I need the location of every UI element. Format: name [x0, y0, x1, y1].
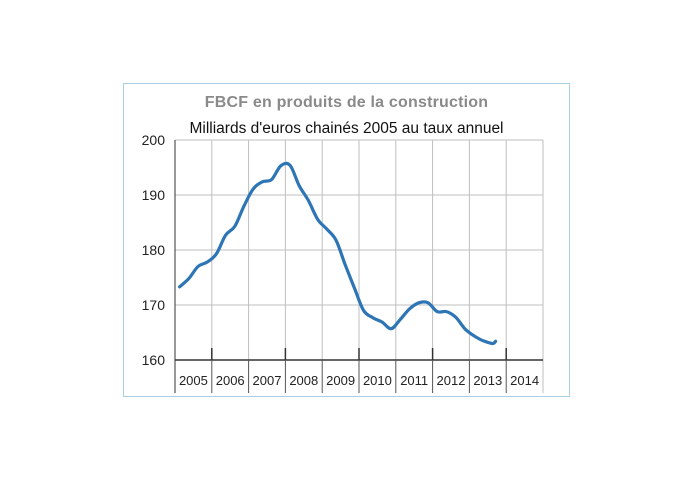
series-line — [178, 161, 498, 346]
x-tick-label: 2007 — [253, 373, 282, 388]
y-tick-label: 200 — [142, 132, 166, 148]
x-tick-label: 2006 — [216, 373, 245, 388]
chart-subtitle: Milliards d'euros chainés 2005 au taux a… — [189, 120, 504, 137]
x-tick-label: 2012 — [437, 373, 466, 388]
y-tick-label: 190 — [142, 187, 166, 203]
x-tick-label: 2014 — [510, 373, 539, 388]
x-tick-label: 2008 — [289, 373, 318, 388]
chart-title: FBCF en produits de la construction — [204, 94, 489, 111]
x-tick-label: 2013 — [473, 373, 502, 388]
x-tick-label: 2010 — [363, 373, 392, 388]
x-tick-label: 2011 — [400, 373, 428, 388]
x-tick-label: 2005 — [179, 373, 208, 388]
y-tick-label: 170 — [142, 297, 166, 313]
y-tick-label: 160 — [142, 352, 166, 368]
y-tick-label: 180 — [142, 242, 166, 258]
x-tick-label: 2009 — [326, 373, 355, 388]
